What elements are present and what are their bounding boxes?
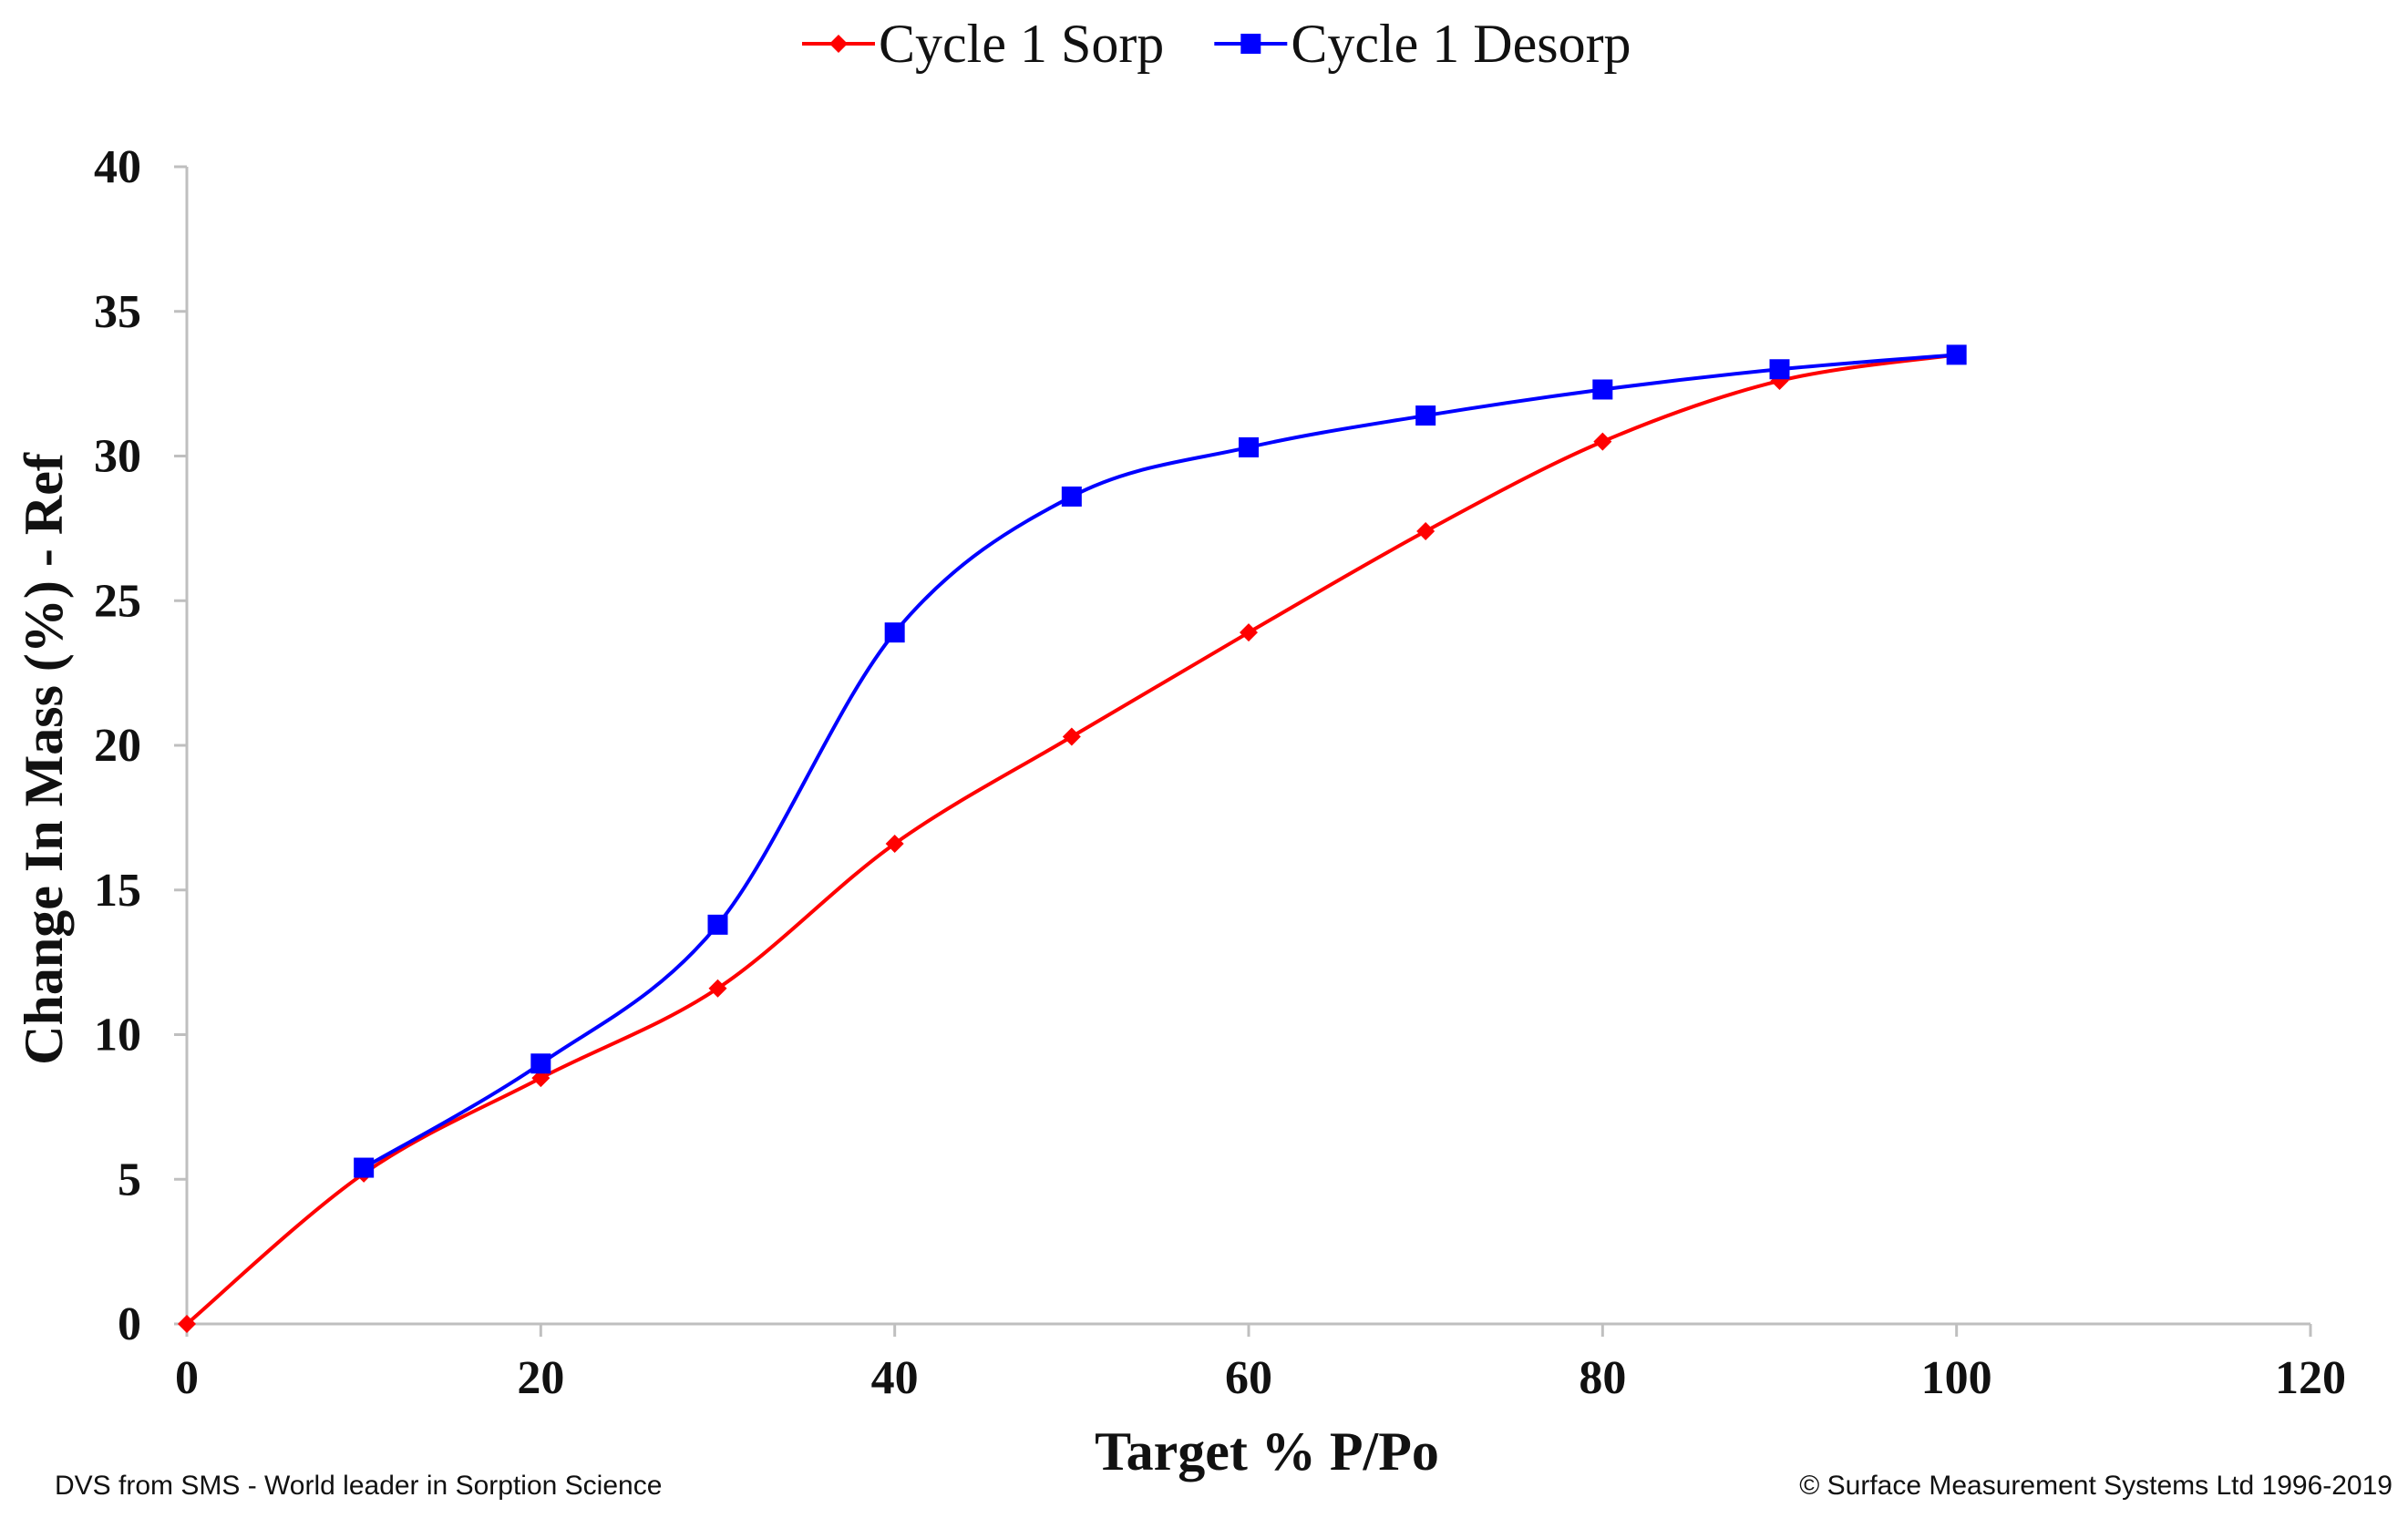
x-tick-label: 20 xyxy=(517,1352,564,1404)
data-point-cycle-1-desorp xyxy=(530,1053,551,1074)
x-tick-label: 60 xyxy=(1225,1352,1272,1404)
data-point-cycle-1-desorp xyxy=(1415,405,1436,426)
y-tick-label: 15 xyxy=(94,865,141,917)
legend-label-cycle-1-desorp: Cycle 1 Desorp xyxy=(1291,14,1631,74)
x-tick-label: 0 xyxy=(175,1352,199,1404)
series-line-cycle-1-desorp xyxy=(363,353,1957,1170)
legend-swatch-marker xyxy=(1240,34,1261,54)
y-tick-label: 20 xyxy=(94,720,141,772)
series-cycle-1-desorp xyxy=(354,344,1967,1178)
data-point-cycle-1-desorp xyxy=(354,1157,375,1178)
legend: Cycle 1 Sorp Cycle 1 Desorp xyxy=(802,14,1631,74)
data-point-cycle-1-desorp xyxy=(707,914,728,935)
x-tick-label: 40 xyxy=(871,1352,919,1404)
data-point-cycle-1-sorp xyxy=(1416,522,1436,541)
y-tick-label: 5 xyxy=(118,1154,141,1205)
x-tick-label: 80 xyxy=(1579,1352,1626,1404)
y-tick-label: 40 xyxy=(94,141,141,193)
data-point-cycle-1-sorp xyxy=(178,1315,196,1333)
data-point-cycle-1-sorp xyxy=(708,979,727,998)
legend-item-cycle-1-sorp: Cycle 1 Sorp xyxy=(802,14,1164,74)
legend-swatch-marker xyxy=(829,35,848,53)
legend-label-cycle-1-sorp: Cycle 1 Sorp xyxy=(879,14,1164,74)
y-tick-label: 25 xyxy=(94,575,141,627)
y-tick-label: 0 xyxy=(118,1298,141,1350)
y-tick-label: 10 xyxy=(94,1010,141,1062)
legend-item-cycle-1-desorp: Cycle 1 Desorp xyxy=(1214,14,1631,74)
y-axis-title: Change In Mass (%) - Ref xyxy=(14,452,74,1065)
axes: 0 5 10 15 20 25 30 35 40 0 20 40 60 80 100 120 xyxy=(94,141,2346,1404)
series-layer xyxy=(178,344,1967,1333)
footer-left-text: DVS from SMS - World leader in Sorption … xyxy=(55,1471,662,1501)
data-point-cycle-1-desorp xyxy=(884,622,905,643)
data-point-cycle-1-sorp xyxy=(1062,727,1081,746)
data-point-cycle-1-desorp xyxy=(1239,436,1259,457)
data-point-cycle-1-sorp xyxy=(1240,623,1258,642)
x-tick-label: 120 xyxy=(2275,1352,2346,1404)
y-tick-label: 30 xyxy=(94,431,141,483)
y-tick-label: 35 xyxy=(94,286,141,338)
data-point-cycle-1-desorp xyxy=(1946,344,1967,365)
data-point-cycle-1-desorp xyxy=(1061,486,1082,507)
data-point-cycle-1-sorp xyxy=(1593,432,1612,451)
data-point-cycle-1-desorp xyxy=(1769,359,1790,380)
x-tick-label: 100 xyxy=(1921,1352,1992,1404)
data-point-cycle-1-sorp xyxy=(885,834,904,853)
x-axis-title: Target % P/Po xyxy=(1095,1421,1439,1482)
data-point-cycle-1-desorp xyxy=(1592,379,1613,400)
footer-right-text: © Surface Measurement Systems Ltd 1996-2… xyxy=(1799,1471,2393,1501)
